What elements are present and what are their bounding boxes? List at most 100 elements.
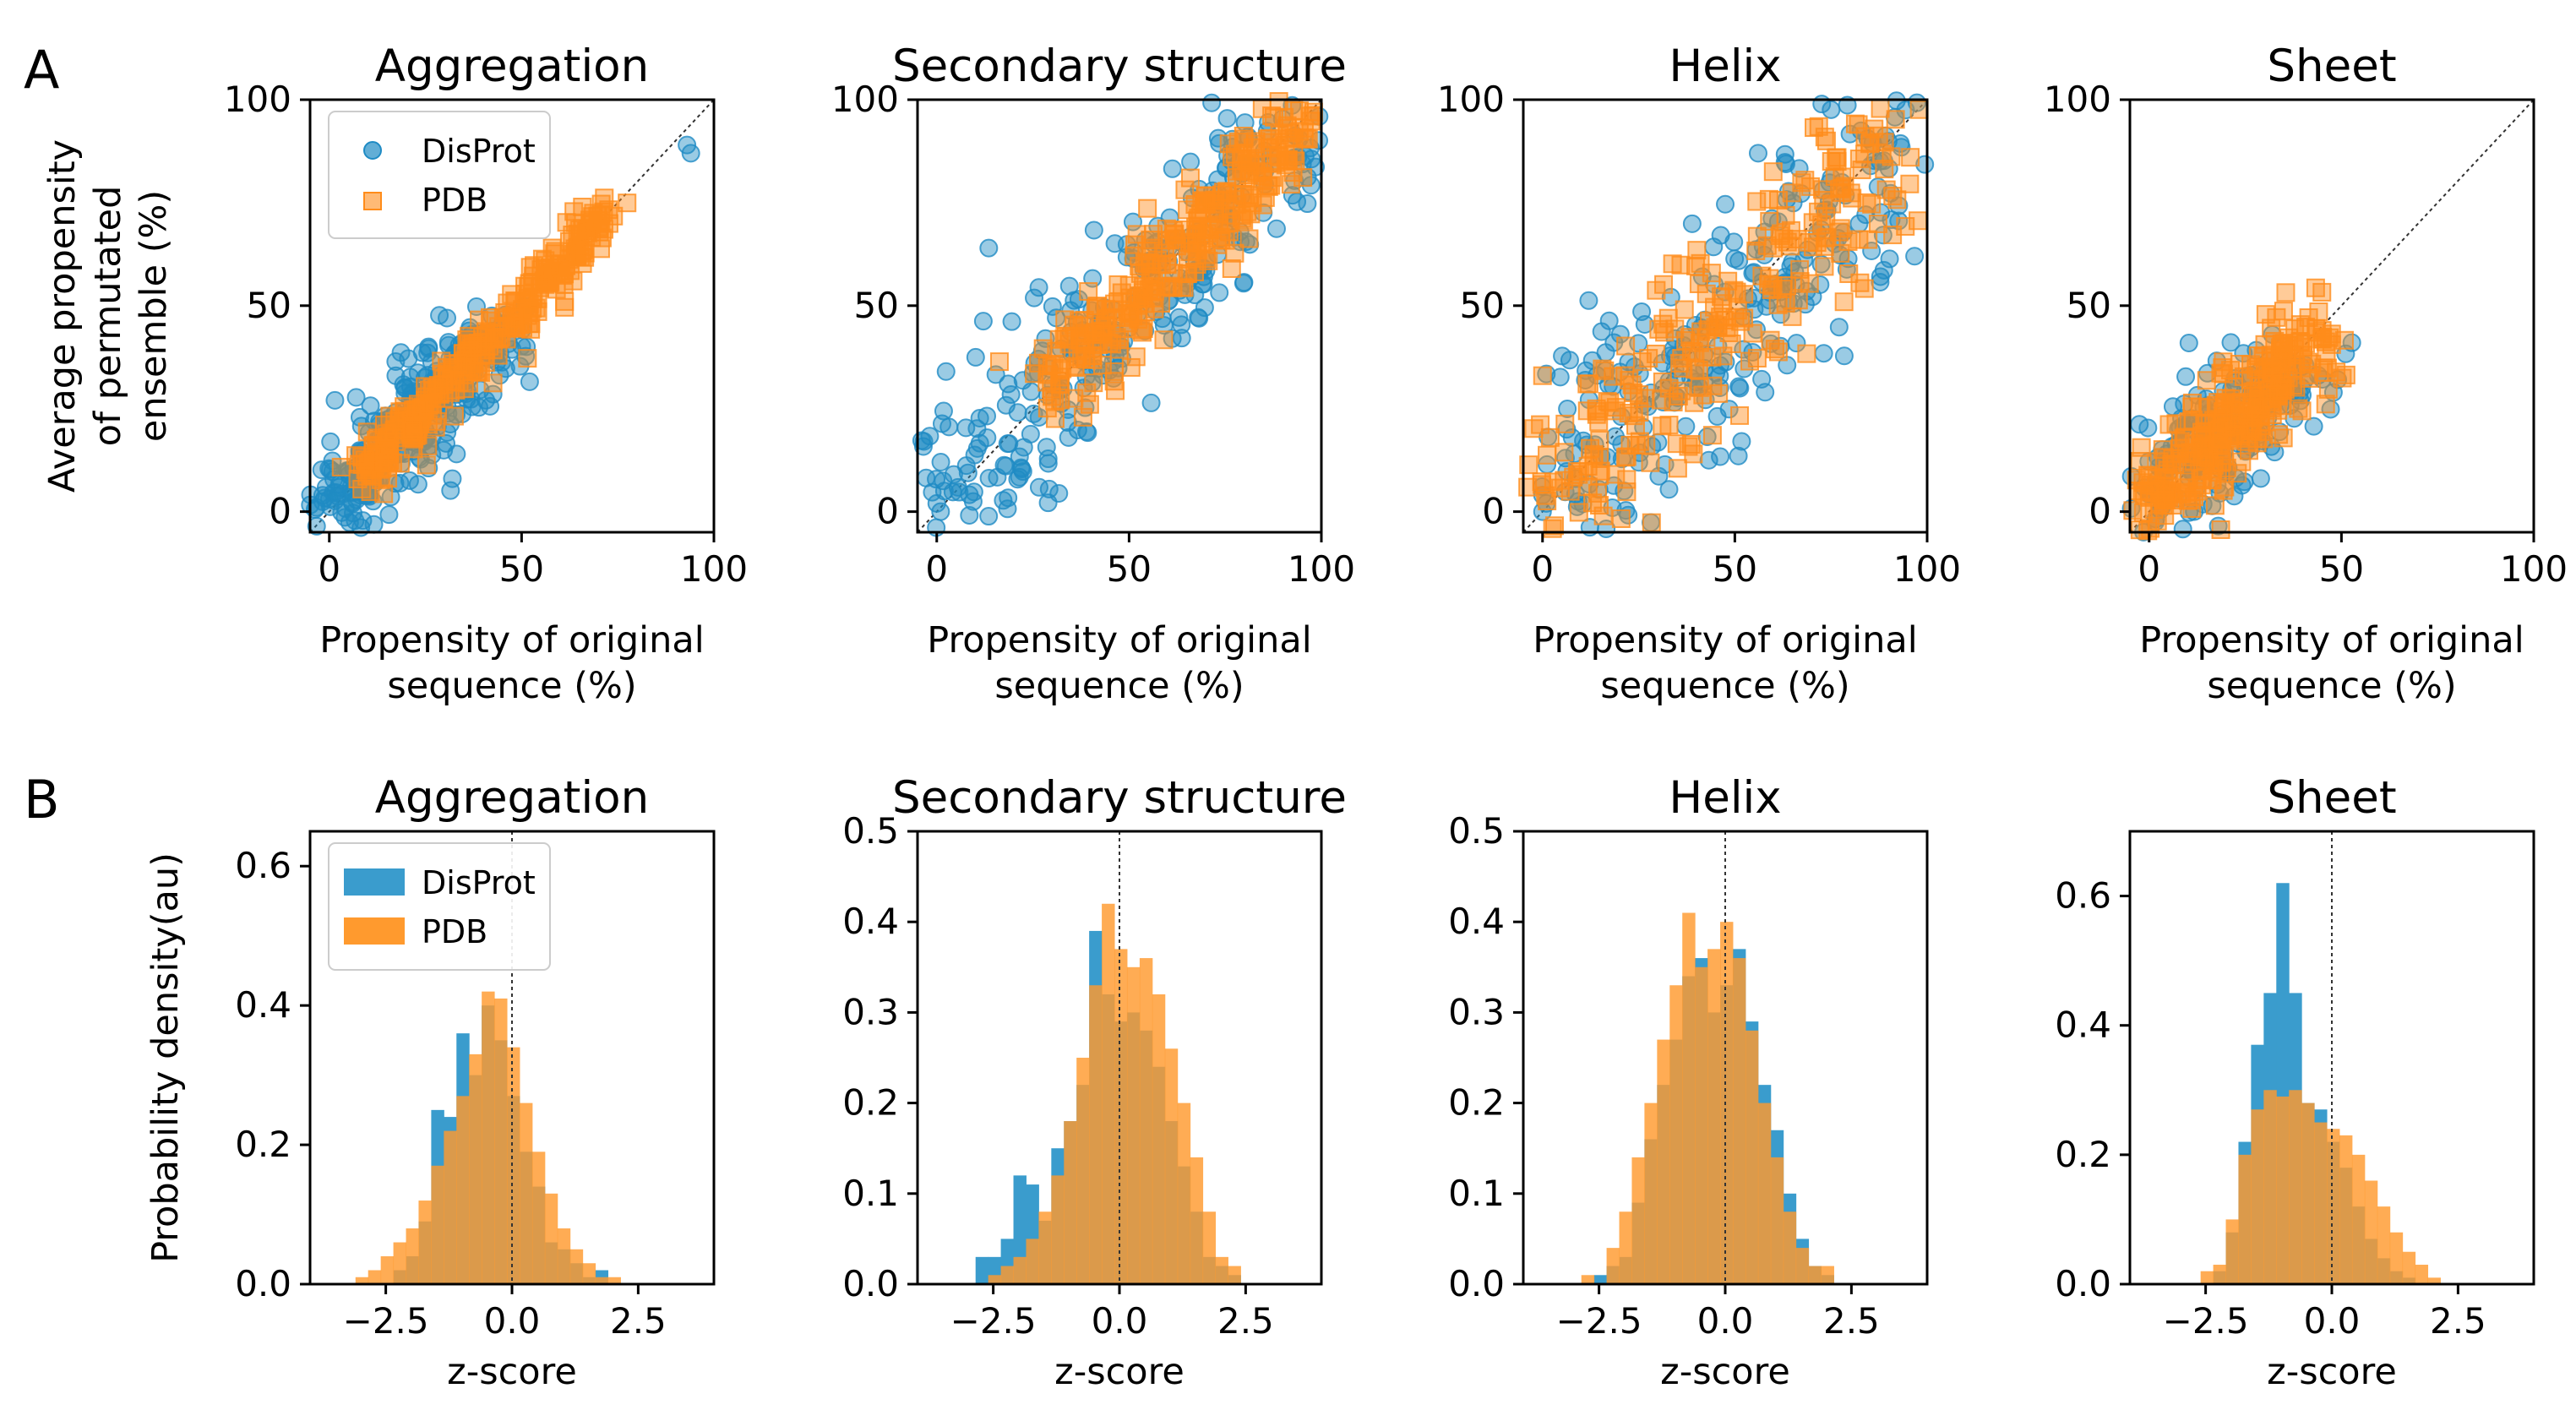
- histogram-bar: [431, 1165, 444, 1284]
- histogram-bar: [2327, 1129, 2340, 1284]
- histogram-bar: [1770, 1157, 1784, 1284]
- histogram-bar: [1644, 1102, 1658, 1284]
- scatter-point: [1210, 283, 1229, 302]
- y-axis-label: of permutated: [87, 186, 129, 447]
- scatter-point: [999, 488, 1018, 508]
- scatter-point: [1763, 162, 1783, 182]
- y-tick-label: 50: [1460, 285, 1505, 326]
- scatter-point: [1141, 393, 1161, 412]
- scatter-point: [1139, 280, 1158, 299]
- scatter-point: [1675, 300, 1694, 319]
- scatter-point: [1029, 278, 1048, 297]
- scatter-point: [381, 487, 400, 507]
- x-axis-label: sequence (%): [1600, 665, 1849, 707]
- scatter-point: [932, 414, 951, 433]
- x-tick-label: 0: [1531, 548, 1554, 590]
- scatter-point: [1868, 214, 1887, 233]
- scatter-point: [1834, 292, 1854, 312]
- scatter-point: [1183, 234, 1202, 253]
- scatter-point: [1722, 334, 1741, 353]
- scatter-point: [1641, 453, 1660, 472]
- scatter-point: [1581, 438, 1600, 458]
- x-axis-label: z-score: [1054, 1351, 1185, 1393]
- scatter-point: [965, 445, 984, 465]
- scatter-point: [1752, 369, 1772, 389]
- scatter-point: [1073, 407, 1092, 427]
- plot-area: [975, 831, 1241, 1284]
- histogram-bar: [368, 1270, 382, 1284]
- chart-title: Helix: [1669, 772, 1781, 824]
- x-tick-label: 0.0: [484, 1300, 541, 1342]
- x-axis-label: z-score: [1660, 1351, 1790, 1393]
- scatter-point: [1747, 192, 1767, 211]
- histogram-bar: [2415, 1265, 2429, 1284]
- scatter-point: [386, 351, 406, 371]
- x-tick-label: 100: [1288, 548, 1355, 590]
- scatter-point: [408, 475, 428, 494]
- scatter-point: [1699, 450, 1718, 470]
- scatter-point: [2254, 429, 2274, 449]
- scatter-point: [618, 193, 637, 213]
- scatter-point: [1038, 454, 1058, 473]
- histogram-bar: [1190, 1157, 1204, 1284]
- scatter-point: [1804, 118, 1823, 138]
- scatter-point: [1059, 427, 1078, 447]
- scatter-point: [967, 419, 987, 438]
- histogram-bar: [1808, 1266, 1822, 1284]
- scatter-point: [1871, 99, 1890, 118]
- x-tick-label: 2.5: [1823, 1300, 1880, 1342]
- scatter-point: [1905, 247, 1925, 266]
- legend-swatch-pdb: [344, 917, 405, 945]
- scatter-point: [404, 422, 423, 441]
- scatter-point: [2130, 415, 2149, 434]
- histogram-bar: [1114, 949, 1128, 1284]
- y-tick-label: 0.1: [1448, 1173, 1505, 1214]
- histogram-bar: [444, 1130, 457, 1284]
- scatter-point: [1304, 102, 1323, 122]
- scatter-point: [1055, 310, 1075, 329]
- scatter-point: [1616, 336, 1636, 356]
- x-tick-label: −2.5: [2163, 1300, 2249, 1342]
- x-tick-label: 0.0: [1092, 1300, 1148, 1342]
- scatter-point: [2304, 416, 2323, 436]
- x-tick-label: 50: [1107, 548, 1152, 590]
- y-tick-label: 0.3: [1448, 991, 1505, 1032]
- scatter-point: [1690, 333, 1709, 352]
- histogram-bar: [2301, 1102, 2315, 1284]
- scatter-point: [595, 188, 614, 208]
- scatter-point: [958, 463, 978, 482]
- scatter-point: [1822, 100, 1841, 119]
- scatter-point: [1831, 243, 1850, 263]
- scatter-point: [1269, 92, 1288, 112]
- y-axis-label: ensemble (%): [133, 190, 175, 442]
- y-tick-label: 50: [854, 285, 899, 326]
- histogram-bar: [507, 1047, 520, 1284]
- histogram-bar: [1619, 1211, 1632, 1284]
- scatter-point: [1800, 232, 1819, 252]
- legend-frame: [328, 842, 551, 971]
- series-pdb: [331, 188, 637, 504]
- scatter-point: [1021, 382, 1041, 401]
- scatter-point: [443, 469, 462, 488]
- histogram-bar: [2314, 1122, 2328, 1284]
- histogram-bar: [1593, 1275, 1608, 1284]
- chart-title: Aggregation: [375, 41, 649, 92]
- histogram-bar: [1064, 1121, 1077, 1284]
- histogram-bar: [1669, 985, 1683, 1284]
- scatter-point: [2157, 487, 2176, 506]
- y-tick-label: 0.2: [235, 1124, 291, 1165]
- scatter-point: [1105, 234, 1125, 253]
- scatter-point: [379, 505, 399, 525]
- scatter-point: [385, 411, 405, 431]
- scatter-point: [1240, 153, 1260, 172]
- scatter-point: [989, 352, 1009, 372]
- scatter-point: [1217, 109, 1237, 128]
- scatter-point: [444, 406, 464, 426]
- scatter-point: [960, 506, 979, 525]
- histogram-bar: [2213, 1265, 2227, 1284]
- scatter-point: [324, 483, 343, 503]
- scatter-point: [1725, 249, 1745, 269]
- histogram-bar: [393, 1242, 407, 1284]
- histogram-bar: [582, 1263, 596, 1284]
- y-axis-label: Average propensity: [41, 139, 84, 493]
